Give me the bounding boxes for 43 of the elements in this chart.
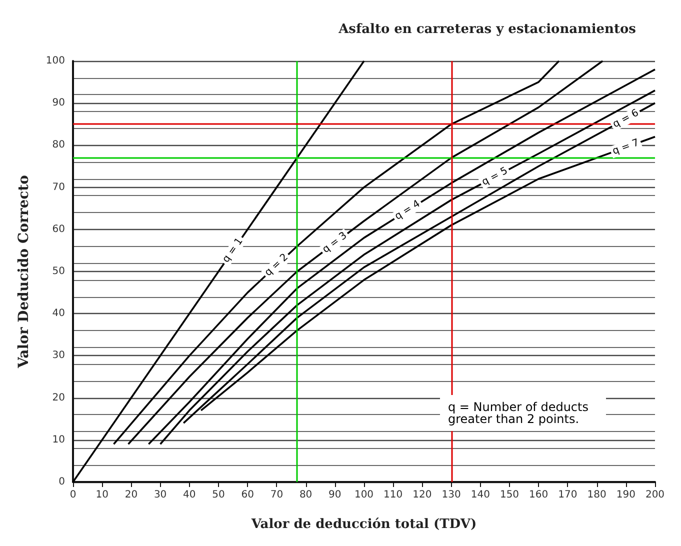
annotation: q = Number of deducts greater than 2 points.: [448, 400, 592, 426]
y-tick-label: 10: [52, 434, 65, 446]
x-tick-label: 80: [299, 490, 312, 500]
x-tick-label: 140: [470, 490, 490, 500]
y-tick-label: 100: [46, 56, 65, 66]
x-tick-label: 160: [529, 490, 548, 500]
y-tick-label: 80: [52, 140, 65, 151]
annotation: q = 3: [320, 230, 350, 256]
y-tick-label: 50: [52, 266, 65, 277]
x-tick-label: 20: [124, 490, 138, 500]
x-tick-label: 120: [412, 490, 432, 500]
x-tick-label: 70: [270, 490, 284, 500]
annotation: q = 4: [393, 198, 422, 222]
chart-title: Asfalto en carreteras y estacionamientos: [338, 22, 636, 37]
x-tick-label: 170: [558, 490, 578, 500]
y-tick-label: 70: [52, 182, 65, 193]
annotation: q = 6: [611, 108, 641, 130]
x-axis-title: Valor de deducción total (TDV): [250, 517, 477, 532]
x-tick-label: 110: [384, 490, 403, 500]
x-tick-label: 200: [645, 490, 665, 500]
annotation: q = 7: [611, 137, 641, 158]
x-tick-label: 60: [241, 490, 254, 500]
x-tick-label: 100: [354, 490, 374, 500]
x-tick-label: 50: [212, 490, 225, 500]
y-tick-label: 0: [58, 476, 65, 488]
x-tick-label: 190: [616, 490, 636, 500]
x-tick-label: 10: [96, 490, 108, 500]
x-tick-label: 0: [70, 490, 76, 500]
y-tick-label: 30: [52, 350, 65, 362]
x-tick-label: 150: [500, 490, 520, 500]
y-tick-label: 20: [52, 392, 65, 404]
x-tick-label: 30: [154, 490, 167, 500]
annotation: q = 5: [480, 165, 510, 188]
annotation: q = 1: [220, 236, 246, 265]
x-tick-label: 90: [328, 490, 342, 500]
y-tick-label: 60: [52, 224, 65, 235]
x-tick-label: 130: [442, 490, 461, 500]
y-tick-label: 40: [52, 308, 65, 320]
y-tick-label: 90: [52, 98, 65, 109]
y-axis-title: Valor Deducido Correcto: [16, 175, 32, 369]
annotation: q = 2: [262, 252, 290, 279]
x-tick-label: 180: [587, 490, 606, 500]
x-tick-label: 40: [183, 490, 196, 500]
